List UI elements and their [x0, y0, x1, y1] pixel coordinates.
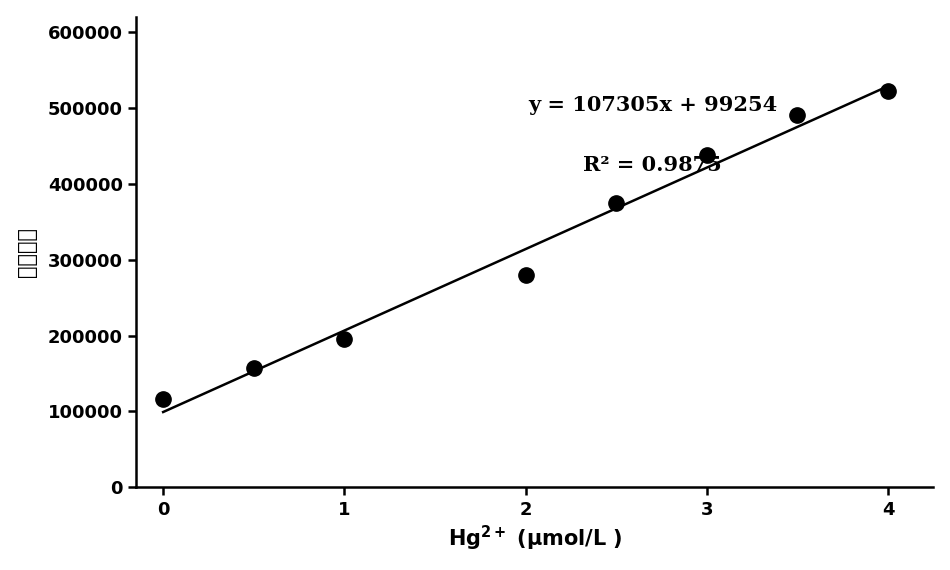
- Point: [246, 364, 261, 373]
- Y-axis label: 荧光强度: 荧光强度: [17, 227, 37, 277]
- Point: [609, 198, 624, 207]
- Point: [518, 270, 533, 279]
- Point: [156, 394, 171, 403]
- Point: [699, 150, 714, 160]
- X-axis label: $\mathbf{Hg^{2+}}$ $\mathbf{(\mu mol/L\ )}$: $\mathbf{Hg^{2+}}$ $\mathbf{(\mu mol/L\ …: [447, 524, 621, 553]
- Point: [789, 111, 805, 120]
- Point: [881, 87, 896, 96]
- Text: y = 107305x + 99254: y = 107305x + 99254: [528, 95, 777, 115]
- Point: [336, 335, 351, 344]
- Text: R² = 0.9875: R² = 0.9875: [583, 155, 722, 175]
